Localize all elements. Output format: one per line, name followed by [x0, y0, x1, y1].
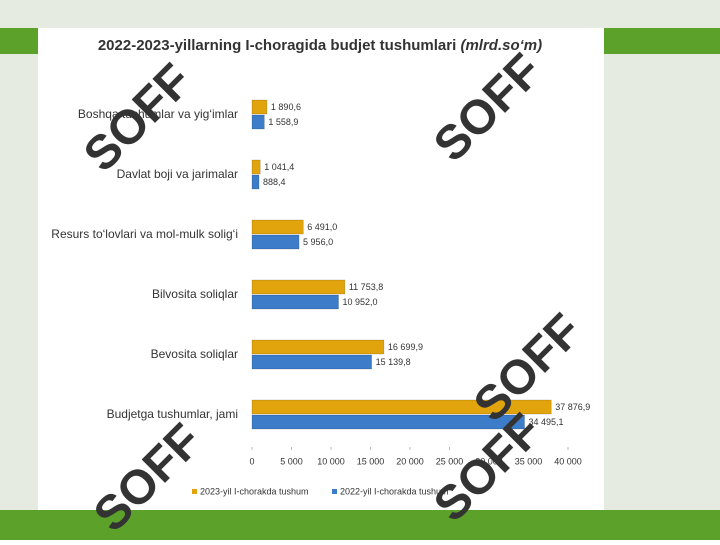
- x-tick-label: 25 000: [436, 456, 464, 466]
- bar: [251, 114, 265, 130]
- bar: [251, 399, 552, 415]
- title-text: 2022-2023-yillarning I-choragida budjet …: [98, 37, 456, 54]
- x-tick-label: 5 000: [280, 456, 303, 466]
- legend-swatch: [192, 489, 197, 494]
- legend-label: 2023-yil I-chorakda tushum: [200, 486, 309, 496]
- value-label: 16 699,9: [388, 342, 423, 352]
- value-label: 1 558,9: [268, 117, 298, 127]
- x-tick-label: 20 000: [396, 456, 424, 466]
- value-label: 6 491,0: [307, 222, 337, 232]
- legend-label: 2022-yil I-chorakda tushum: [340, 486, 449, 496]
- value-label: 10 952,0: [343, 297, 378, 307]
- chart-panel: [38, 28, 604, 510]
- bar: [251, 99, 268, 115]
- value-label: 1 890,6: [271, 102, 301, 112]
- x-tick-label: 0: [249, 456, 254, 466]
- x-tick-label: 15 000: [357, 456, 385, 466]
- value-label: 37 876,9: [555, 402, 590, 412]
- category-label: Bevosita soliqlar: [151, 347, 238, 361]
- value-label: 34 495,1: [529, 417, 564, 427]
- x-tick-label: 40 000: [554, 456, 582, 466]
- category-label: Resurs to‘lovlari va mol-mulk solig‘i: [51, 227, 238, 241]
- category-label: Boshqa tushumlar va yig‘imlar: [78, 107, 238, 121]
- value-label: 1 041,4: [264, 162, 294, 172]
- value-label: 888,4: [263, 177, 286, 187]
- bar: [251, 219, 304, 235]
- legend-swatch: [332, 489, 337, 494]
- value-label: 11 753,8: [349, 282, 383, 292]
- value-label: 5 956,0: [303, 237, 333, 247]
- category-label: Davlat boji va jarimalar: [117, 167, 238, 181]
- value-label: 15 139,8: [376, 357, 411, 367]
- bar: [251, 279, 346, 295]
- bar: [251, 294, 339, 310]
- title-unit: (mlrd.so‘m): [460, 37, 542, 54]
- bar: [251, 234, 300, 250]
- bar: [251, 414, 525, 430]
- bar: [251, 354, 372, 370]
- x-tick-label: 35 000: [515, 456, 543, 466]
- bar: [251, 159, 261, 175]
- category-label: Bilvosita soliqlar: [152, 287, 238, 301]
- bottom-band: [0, 510, 720, 540]
- chart-title: 2022-2023-yillarning I-choragida budjet …: [98, 37, 542, 54]
- category-label: Budjetga tushumlar, jami: [107, 407, 238, 421]
- bar: [251, 174, 260, 190]
- x-tick-label: 30 000: [475, 456, 503, 466]
- bar: [251, 339, 385, 355]
- x-tick-label: 10 000: [317, 456, 345, 466]
